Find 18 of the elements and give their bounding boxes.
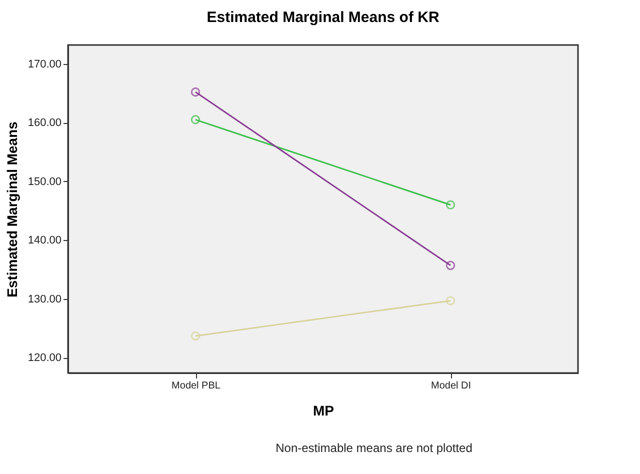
point <box>190 331 200 341</box>
y-tick-label: 150.00 <box>28 176 62 188</box>
y-tick-label: 120.00 <box>28 352 62 364</box>
text: Non-estimable means are not plotted <box>276 441 472 455</box>
y-tick-label: 160.00 <box>28 117 62 130</box>
point <box>446 200 456 210</box>
y-tick-label: 170.00 <box>28 58 62 70</box>
x-axis-title: MP <box>313 402 334 418</box>
y-tick-label: 140.00 <box>28 234 62 247</box>
y-tick-label: 130.00 <box>28 293 62 306</box>
point <box>190 87 200 97</box>
point <box>446 260 456 270</box>
x-tick-label: Model PBL <box>172 380 221 392</box>
x-tick-label: Model DI <box>430 380 472 392</box>
y-axis-title: Estimated Marginal Means <box>4 121 20 298</box>
point <box>190 115 200 124</box>
chart-title: Estimated Marginal Means of KR <box>206 9 440 26</box>
point <box>446 296 456 306</box>
